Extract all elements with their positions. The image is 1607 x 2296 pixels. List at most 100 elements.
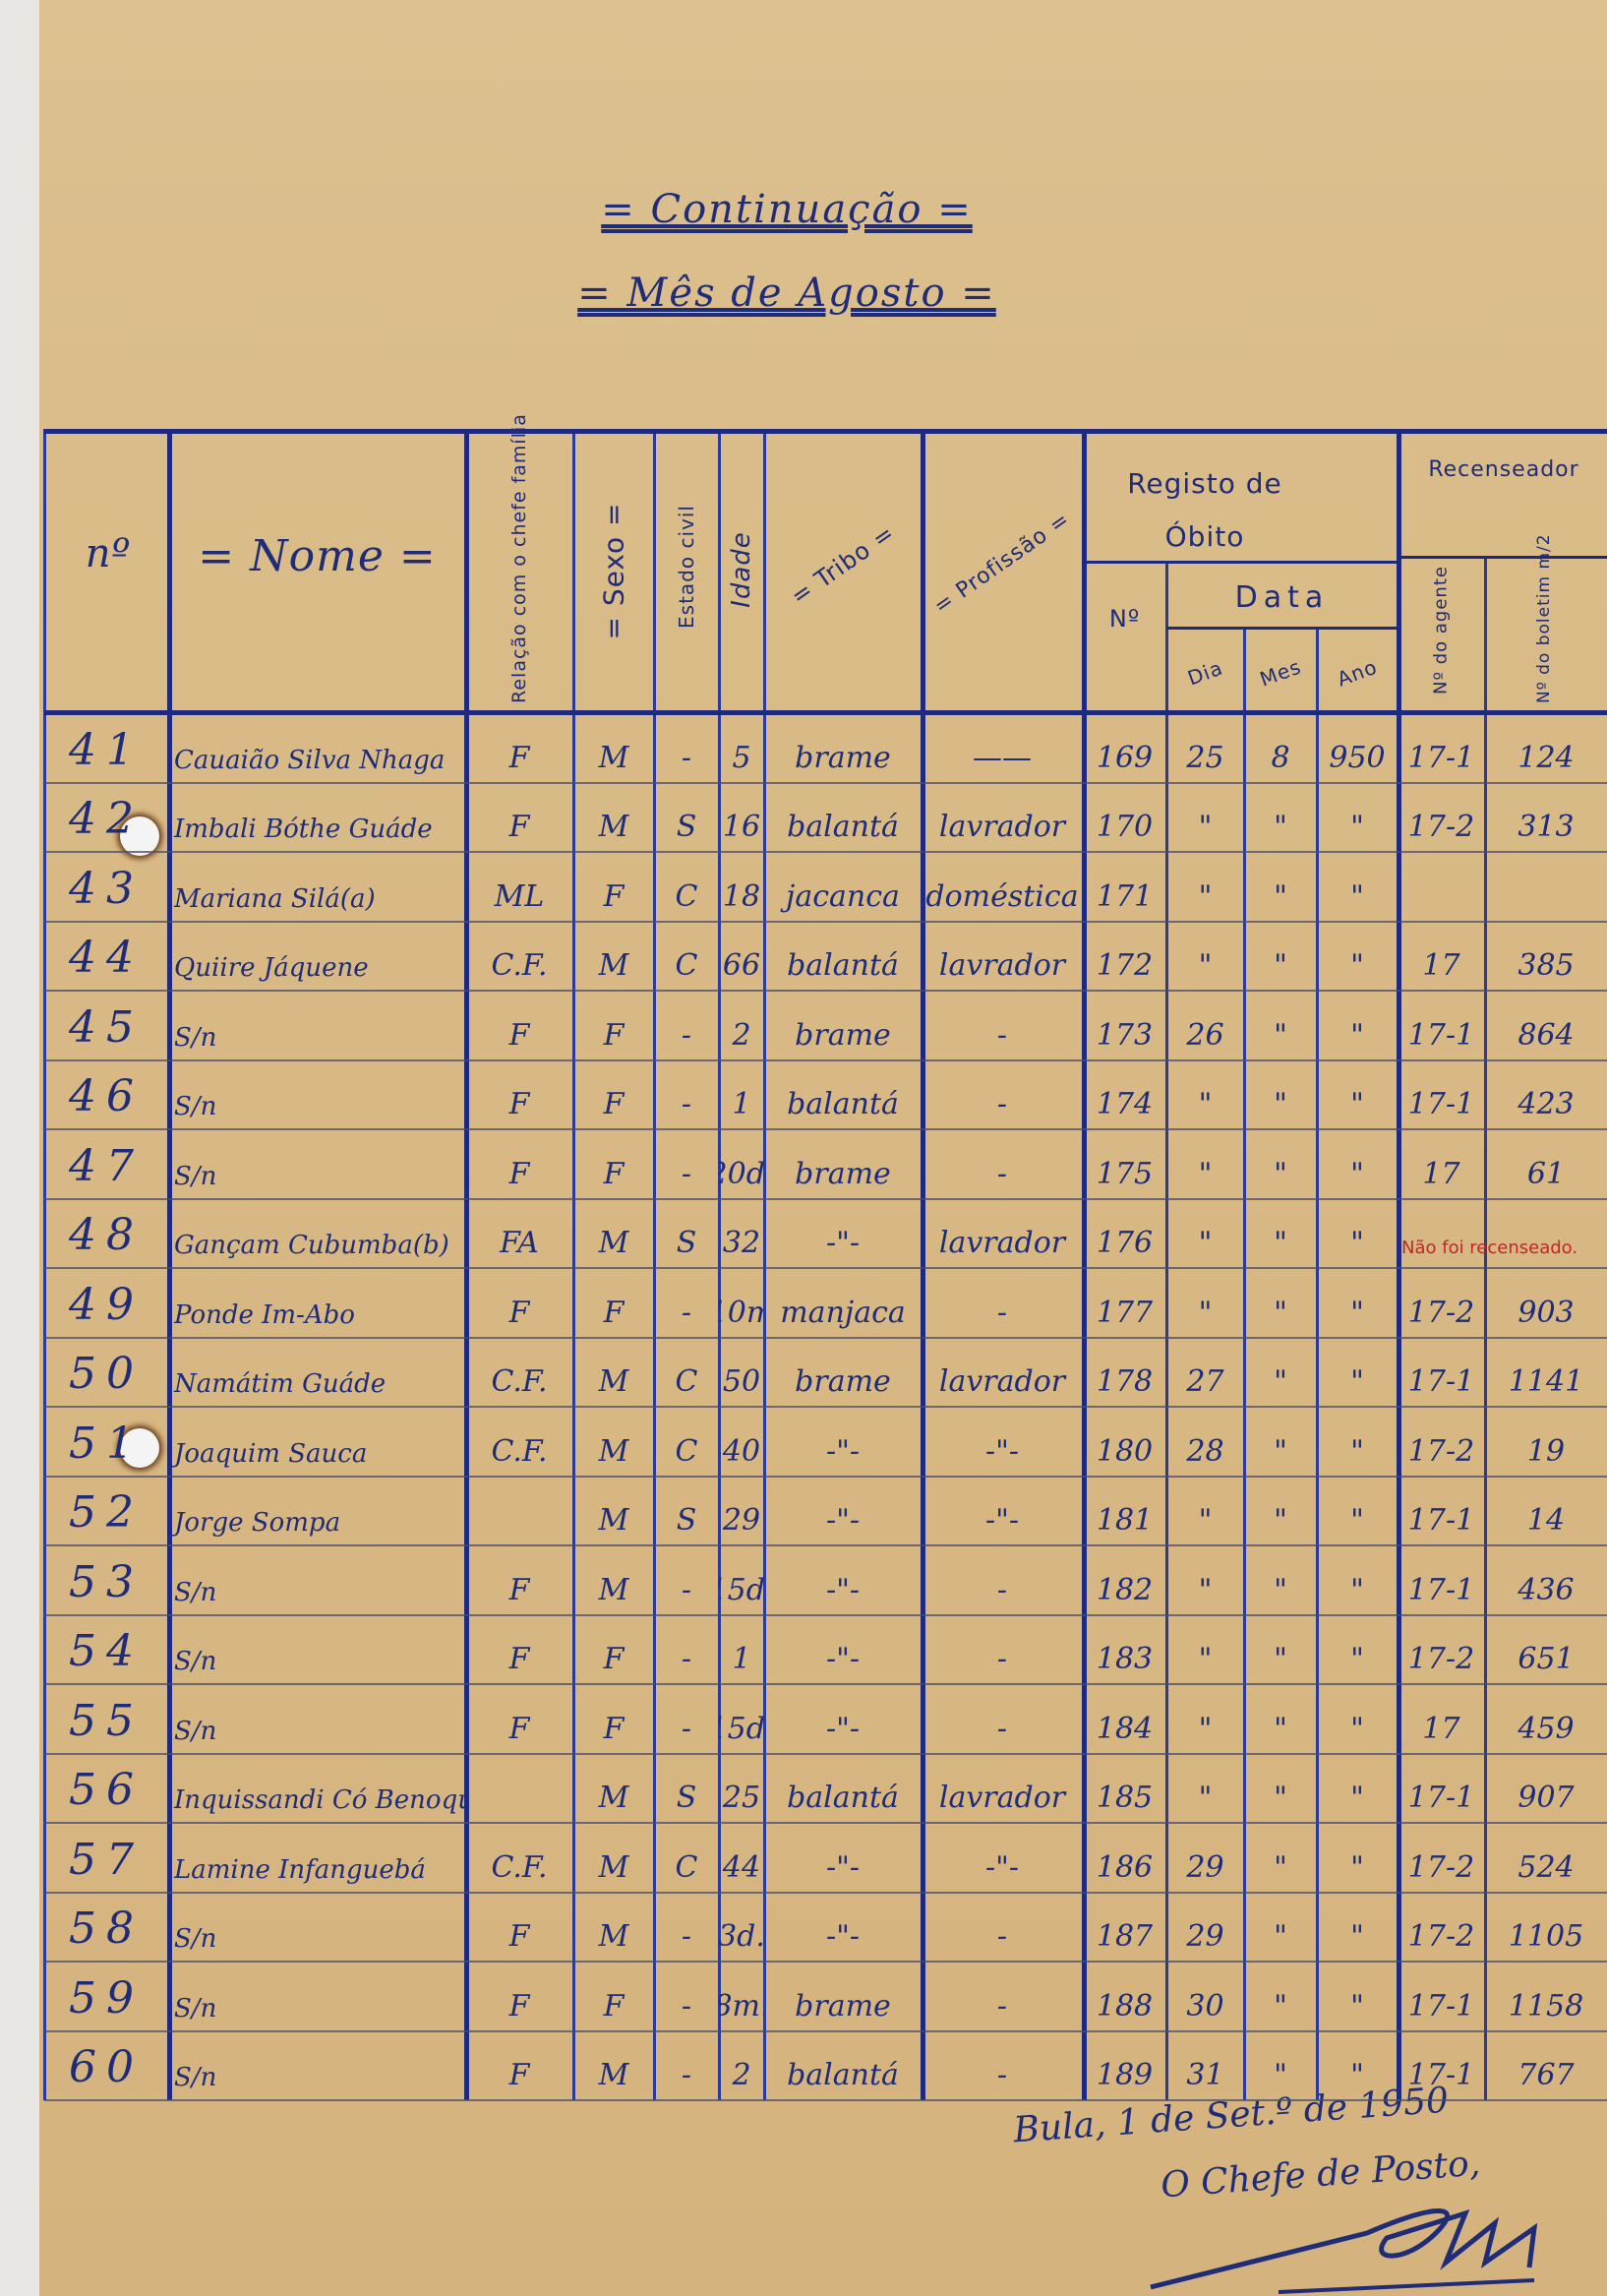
cell-nome: Inquissandi Có Benoquimá	[174, 1785, 465, 1815]
cell-relacao: C.F.	[491, 1364, 548, 1399]
cell-relacao: C.F.	[491, 1433, 548, 1469]
cell-dia: 28	[1186, 1433, 1224, 1469]
cell-profissao: -	[996, 1087, 1008, 1121]
row-number: 46	[69, 1071, 144, 1121]
cell-relacao: F	[508, 1017, 530, 1053]
cell-idade: 20d.	[719, 1156, 764, 1191]
header-divider	[1166, 627, 1398, 630]
cell-agente: 17-2	[1407, 1642, 1475, 1676]
cell-obito-numero: 173	[1096, 1017, 1154, 1053]
cell-obito-numero: 185	[1096, 1781, 1154, 1815]
cell-tribo: -"-	[825, 1433, 861, 1469]
row-divider	[44, 1058, 1607, 1061]
row-number: 41	[69, 724, 144, 775]
cell-tribo: -"-	[825, 1919, 861, 1954]
cell-sexo: M	[598, 948, 629, 983]
cell-idade: 3d.	[719, 1919, 764, 1954]
cell-mes: "	[1274, 1642, 1287, 1676]
cell-dia: 29	[1186, 1849, 1224, 1885]
cell-nome: S/n	[174, 1716, 217, 1746]
row-number: 48	[69, 1210, 144, 1260]
document-page	[39, 0, 1607, 2296]
cell-tribo: balantá	[787, 2058, 899, 2092]
cell-profissao: -	[996, 2058, 1008, 2092]
cell-dia: 27	[1186, 1364, 1224, 1399]
cell-dia: "	[1198, 1711, 1213, 1746]
cell-estado-civil: C	[675, 948, 698, 983]
cell-ano: "	[1350, 1919, 1364, 1954]
cell-sexo: M	[598, 1919, 629, 1954]
row-divider	[44, 2029, 1607, 2032]
row-number: 49	[69, 1279, 144, 1330]
cell-obito-numero: 180	[1096, 1433, 1154, 1469]
cell-sexo: F	[603, 1642, 625, 1676]
cell-estado-civil: -	[681, 740, 692, 775]
cell-idade: 2	[732, 2058, 751, 2092]
cell-relacao	[465, 1754, 573, 1824]
cell-sexo: M	[598, 1503, 629, 1538]
cell-estado-civil: -	[681, 1919, 692, 1954]
cell-sexo: F	[603, 1295, 625, 1330]
header-divider	[1398, 556, 1607, 559]
cell-idade: 15d.	[719, 1711, 764, 1746]
row-divider	[44, 1891, 1607, 1894]
cell-tribo: brame	[795, 740, 891, 775]
cell-ano: "	[1350, 1364, 1364, 1399]
cell-relacao: C.F.	[491, 948, 548, 983]
not-censused-note: Não foi recenseado.	[1401, 1238, 1578, 1258]
cell-idade: 50	[722, 1364, 761, 1399]
cell-mes: "	[1274, 1017, 1287, 1053]
column-divider	[1316, 627, 1319, 2100]
cell-nome: Joaquim Sauca	[174, 1438, 368, 1469]
header-data: Data	[1234, 580, 1330, 615]
cell-dia: "	[1198, 1572, 1213, 1607]
cell-nome: Gançam Cubumba(b)	[174, 1231, 449, 1260]
column-divider	[718, 429, 721, 2100]
cell-estado-civil: C	[675, 1849, 698, 1885]
cell-mes: "	[1274, 1087, 1287, 1121]
row-divider	[44, 1406, 1607, 1408]
cell-boletim: 524	[1518, 1849, 1575, 1885]
cell-profissao: -"-	[984, 1503, 1020, 1538]
cell-relacao: F	[508, 1087, 530, 1121]
cell-profissao: -	[996, 1156, 1008, 1191]
cell-agente: 17-2	[1407, 1849, 1475, 1885]
row-number: 45	[69, 1001, 144, 1053]
row-number: 54	[69, 1626, 144, 1676]
cell-profissao: lavrador	[938, 1226, 1066, 1260]
cell-dia: "	[1198, 1226, 1213, 1260]
cell-relacao: F	[508, 2058, 530, 2092]
cell-obito-numero: 186	[1096, 1849, 1154, 1885]
cell-nome: Ponde Im-Abo	[174, 1299, 355, 1330]
cell-profissao: -"-	[984, 1849, 1020, 1885]
cell-obito-numero: 169	[1096, 740, 1154, 775]
cell-estado-civil: -	[681, 1711, 692, 1746]
header-sexo: = Sexo =	[597, 502, 630, 640]
cell-ano: "	[1350, 948, 1364, 983]
row-number: 55	[69, 1695, 144, 1746]
cell-agente: 17-1	[1407, 1087, 1475, 1121]
cell-idade: 44	[722, 1849, 761, 1885]
cell-sexo: M	[598, 810, 629, 844]
row-number: 58	[69, 1903, 144, 1954]
cell-obito-numero: 181	[1096, 1503, 1154, 1538]
cell-obito-numero: 189	[1096, 2058, 1154, 2092]
cell-obito-numero: 178	[1096, 1364, 1154, 1399]
cell-agente: 17-1	[1407, 1364, 1475, 1399]
cell-mes: "	[1274, 1572, 1287, 1607]
cell-profissao: -	[996, 1572, 1008, 1607]
punch-hole	[120, 1428, 159, 1468]
cell-tribo: manjaca	[780, 1295, 906, 1330]
cell-profissao: -	[996, 1988, 1008, 2024]
cell-estado-civil: C	[675, 1364, 698, 1399]
column-divider	[167, 429, 172, 2100]
cell-nome: S/n	[174, 1577, 217, 1607]
cell-obito-numero: 187	[1096, 1919, 1154, 1954]
cell-obito-numero: 183	[1096, 1642, 1154, 1676]
cell-idade: 10m	[719, 1295, 764, 1330]
cell-boletim: 385	[1518, 948, 1575, 983]
cell-relacao: ML	[494, 878, 545, 914]
row-divider	[44, 1128, 1607, 1130]
cell-sexo: M	[598, 1433, 629, 1469]
cell-sexo: F	[603, 1087, 625, 1121]
